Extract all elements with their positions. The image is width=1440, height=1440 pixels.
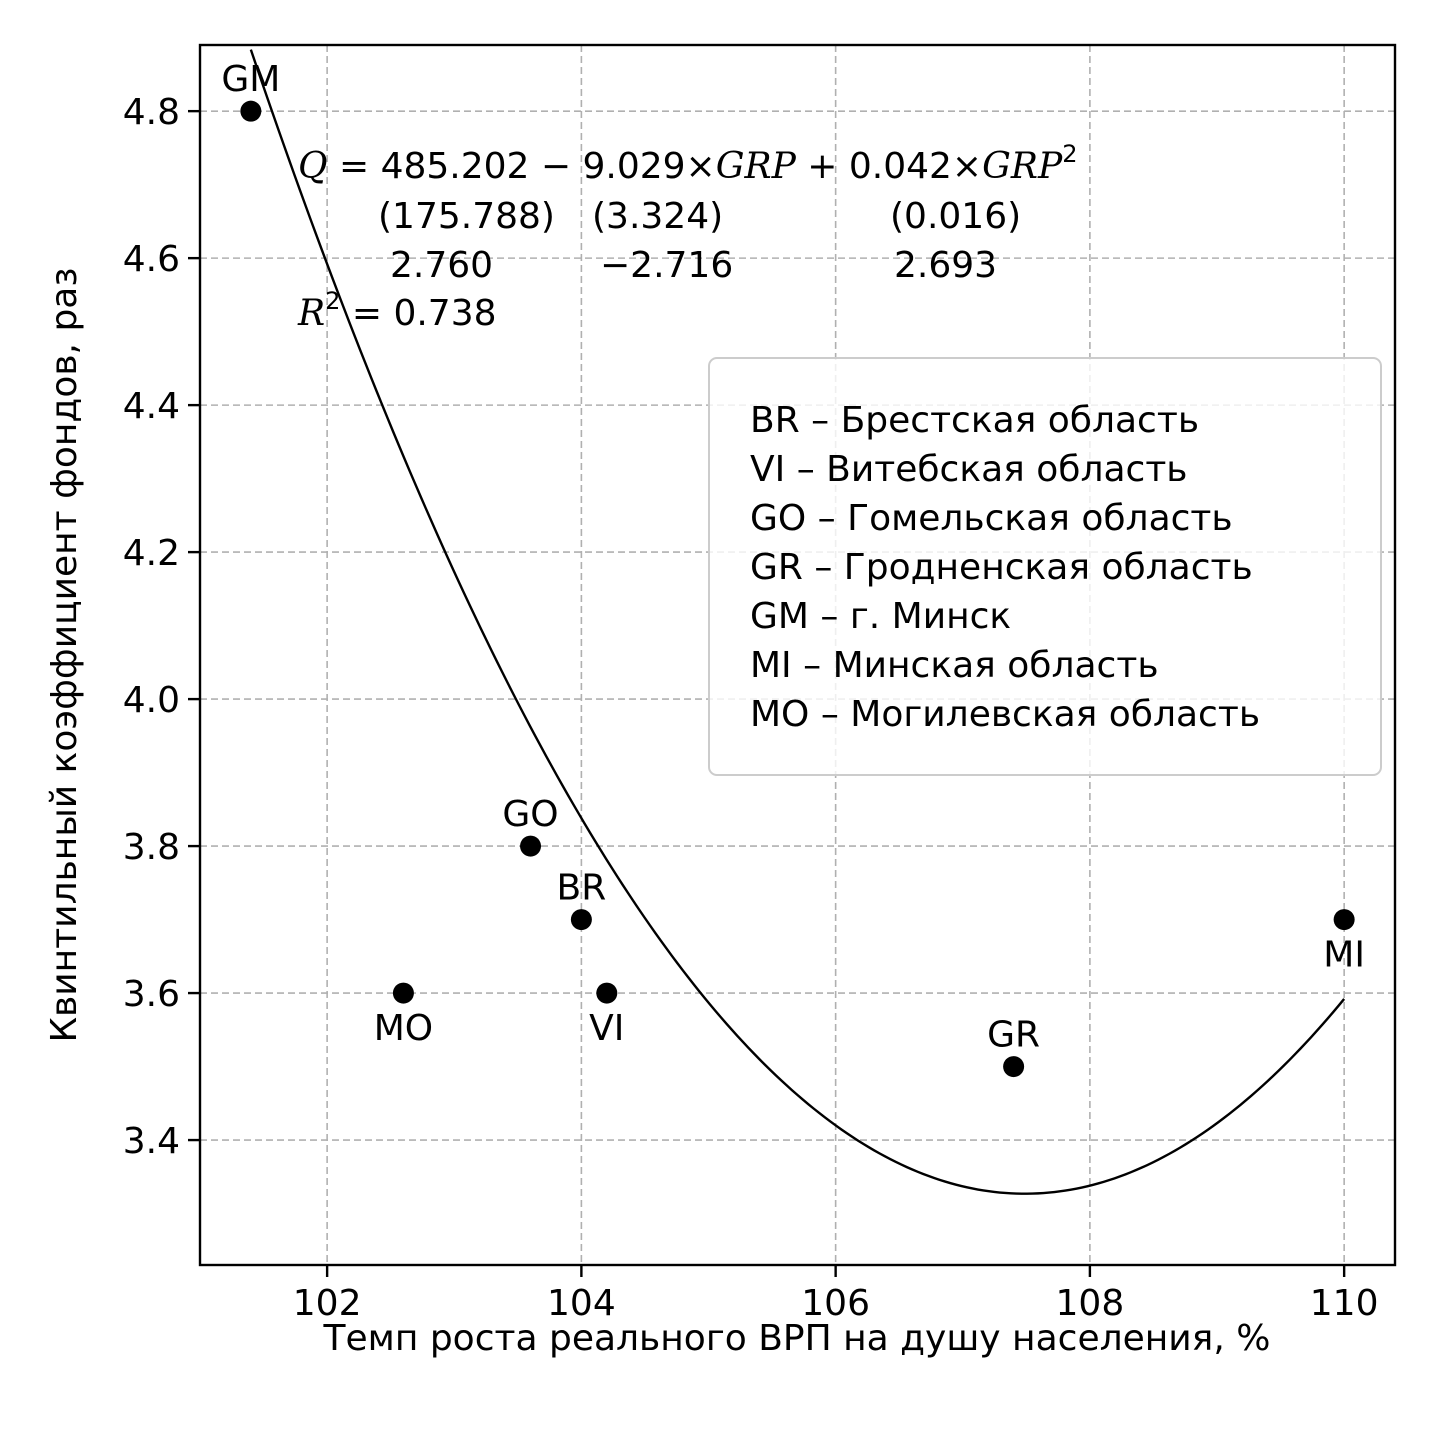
legend-item-gr: GR – Гродненская область xyxy=(750,547,1253,588)
y-tick-label: 4.6 xyxy=(123,239,180,280)
point-label-gr: GR xyxy=(987,1015,1040,1056)
legend-item-gm: GM – г. Минск xyxy=(750,596,1011,637)
point-label-mi: MI xyxy=(1323,935,1365,976)
y-tick-label: 4.4 xyxy=(123,386,180,427)
data-point-mi xyxy=(1333,909,1355,931)
t-stat-quadratic: 2.693 xyxy=(894,245,997,286)
equation-line: Q = 485.202 − 9.029×GRP + 0.042×GRP2 xyxy=(298,140,1077,187)
point-labels: GM GO BR MO VI GR MI xyxy=(221,59,1365,1055)
y-tick-label: 3.8 xyxy=(123,827,180,868)
legend-item-mi: MI – Минская область xyxy=(750,645,1159,686)
r-squared: R2 = 0.738 xyxy=(297,287,497,334)
y-tick-label: 4.0 xyxy=(123,680,180,721)
data-point-go xyxy=(520,835,542,857)
x-tick-label: 106 xyxy=(801,1283,870,1324)
std-error-intercept: (175.788) xyxy=(378,196,555,237)
x-tick-label: 110 xyxy=(1310,1283,1379,1324)
point-label-br: BR xyxy=(557,868,607,909)
point-label-vi: VI xyxy=(589,1008,624,1049)
legend-item-vi: VI – Витебская область xyxy=(750,449,1188,490)
axis-ticks: 102 104 106 108 110 3.4 3.6 3.8 4.0 4.2 4.4 4.6 4.8 xyxy=(123,92,1379,1324)
x-axis-label: Темп роста реального ВРП на душу населен… xyxy=(323,1318,1271,1359)
y-tick-label: 4.2 xyxy=(123,533,180,574)
std-error-linear: (3.324) xyxy=(592,196,723,237)
plot-frame xyxy=(198,43,1397,1267)
y-tick-label: 3.6 xyxy=(123,974,180,1015)
data-point-vi xyxy=(596,982,618,1004)
legend-item-br: BR – Брестская область xyxy=(750,400,1199,441)
legend-item-mo: MO – Могилевская область xyxy=(750,694,1260,735)
x-tick-label: 104 xyxy=(547,1283,616,1324)
data-point-gr xyxy=(1003,1056,1025,1078)
data-point-mo xyxy=(392,982,414,1004)
legend-box xyxy=(708,357,1382,776)
point-label-mo: MO xyxy=(374,1008,433,1049)
fit-curve xyxy=(249,49,1346,1195)
data-point-gm xyxy=(240,100,262,122)
std-error-quadratic: (0.016) xyxy=(890,196,1021,237)
point-label-gm: GM xyxy=(221,59,280,100)
t-stat-linear: −2.716 xyxy=(600,245,733,286)
data-points xyxy=(240,100,1355,1078)
x-tick-label: 108 xyxy=(1056,1283,1125,1324)
y-tick-label: 3.4 xyxy=(123,1121,180,1162)
data-point-br xyxy=(570,909,592,931)
legend-item-go: GO – Гомельская область xyxy=(750,498,1233,539)
y-axis-label: Квинтильный коэффициент фондов, раз xyxy=(44,267,85,1042)
y-tick-label: 4.8 xyxy=(123,92,180,133)
t-stat-intercept: 2.760 xyxy=(390,245,493,286)
point-label-go: GO xyxy=(502,794,558,835)
x-tick-label: 102 xyxy=(293,1283,362,1324)
